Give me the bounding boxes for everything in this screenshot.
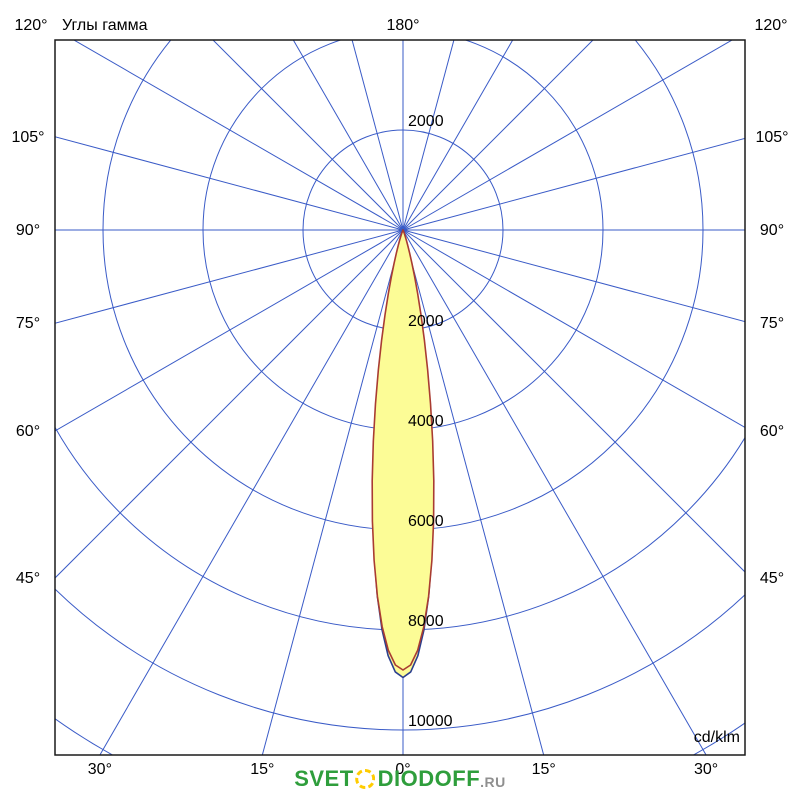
- angle-label-left: 45°: [16, 570, 40, 587]
- angle-label-left: 90°: [16, 222, 40, 239]
- grid-spoke: [99, 229, 404, 755]
- watermark-logo: SVET DIODOFF .RU: [294, 766, 506, 792]
- angle-label-right: 60°: [760, 423, 784, 440]
- angle-label-left: 75°: [16, 315, 40, 332]
- grid-spoke: [402, 229, 707, 755]
- angle-label-bottom: 15°: [532, 761, 556, 778]
- grid-spoke: [402, 40, 734, 231]
- watermark-text-svet: SVET: [294, 766, 354, 791]
- grid-spoke: [402, 40, 455, 231]
- angle-label-top-center: 180°: [386, 17, 419, 34]
- grid-spoke: [402, 40, 514, 231]
- grid-spoke: [292, 40, 404, 231]
- angle-label-right: 45°: [760, 570, 784, 587]
- ring-value-label-up: 2000: [408, 113, 444, 130]
- grid-spoke: [55, 136, 404, 231]
- ring-value-label: 8000: [408, 613, 444, 630]
- grid-spoke: [402, 229, 745, 429]
- angle-label-bottom: 30°: [694, 761, 718, 778]
- sun-icon: [355, 769, 376, 789]
- grid-spoke: [351, 40, 404, 231]
- angle-label-left: 105°: [11, 129, 44, 146]
- beam-lobes: [371, 229, 435, 679]
- grid-spoke: [402, 40, 594, 231]
- angle-label-top-left: 120°: [14, 17, 47, 34]
- chart-labels: Углы гамма 120° 180° 120° 105° 105° 90° 90° 75° 7…: [11, 17, 788, 778]
- angle-label-bottom: 0°: [395, 761, 410, 778]
- angle-label-bottom: 15°: [250, 761, 274, 778]
- grid-spoke: [402, 137, 745, 231]
- angle-label-left: 60°: [16, 423, 40, 440]
- grid-spoke: [55, 229, 404, 579]
- angle-label-top-right: 120°: [754, 17, 787, 34]
- grid-spoke: [212, 40, 404, 231]
- ring-value-label: 2000: [408, 313, 444, 330]
- grid-spoke: [261, 229, 404, 755]
- grid-spoke: [55, 229, 404, 432]
- grid-spoke: [402, 229, 545, 755]
- angle-label-right: 75°: [760, 315, 784, 332]
- ring-value-label: 10000: [408, 713, 453, 730]
- grid-spoke: [402, 229, 745, 573]
- grid-spoke: [72, 40, 404, 231]
- ring-value-label: 6000: [408, 513, 444, 530]
- units-label: cd/klm: [694, 729, 740, 746]
- grid-spoke: [402, 229, 745, 323]
- watermark-text-ru: .RU: [480, 774, 506, 790]
- angle-label-bottom: 30°: [88, 761, 112, 778]
- chart-title: Углы гамма: [62, 17, 148, 34]
- ring-value-label: 4000: [408, 413, 444, 430]
- angle-label-right: 90°: [760, 222, 784, 239]
- grid-spoke: [55, 229, 404, 324]
- plot-border: [54, 39, 746, 756]
- beam-lobe-red-curve: [371, 229, 435, 671]
- watermark-text-diodoff: DIODOFF: [377, 766, 481, 791]
- angle-label-right: 105°: [755, 129, 788, 146]
